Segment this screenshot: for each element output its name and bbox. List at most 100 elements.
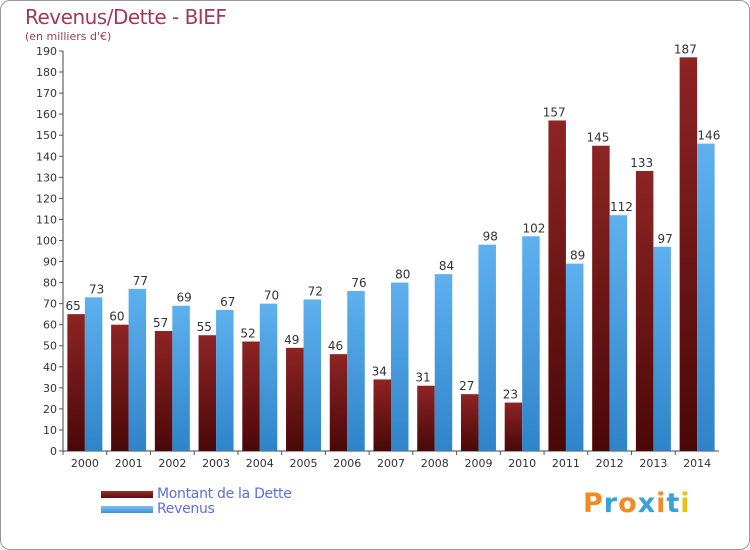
dette-bar	[548, 120, 566, 451]
dette-bar	[111, 324, 129, 451]
dette-bar	[242, 341, 260, 451]
y-tick-label: 30	[43, 382, 57, 395]
revenus-bar	[609, 215, 628, 451]
y-tick-label: 190	[36, 45, 57, 58]
revenus-value-label: 67	[220, 295, 235, 309]
y-tick-label: 180	[36, 66, 57, 79]
revenus-bar	[128, 288, 147, 451]
logo-letter: x	[637, 488, 657, 519]
legend-swatch-revenus	[101, 506, 153, 513]
revenus-value-label: 80	[395, 268, 410, 282]
logo-letter: P	[583, 488, 604, 519]
revenus-bar	[84, 297, 103, 451]
revenus-value-label: 72	[308, 284, 323, 298]
revenus-bar	[216, 309, 234, 451]
x-tick-label: 2007	[377, 457, 405, 470]
legend-label-dette: Montant de la Dette	[157, 486, 292, 502]
dette-value-label: 157	[543, 105, 566, 119]
logo-letter: t	[666, 488, 681, 519]
dette-bar	[286, 347, 304, 451]
revenus-bar	[259, 303, 278, 451]
bars-group	[67, 57, 715, 451]
revenus-bar	[565, 263, 584, 451]
dette-bar	[592, 145, 610, 451]
x-tick-label: 2003	[202, 457, 230, 470]
x-tick-label: 2009	[464, 457, 492, 470]
revenus-value-label: 97	[658, 232, 673, 246]
dette-value-label: 31	[415, 371, 430, 385]
y-tick-label: 170	[36, 87, 57, 100]
dette-bar	[417, 385, 435, 451]
y-tick-label: 130	[36, 171, 57, 184]
y-tick-label: 90	[43, 256, 57, 269]
logo-letter: i	[680, 488, 691, 519]
revenus-value-label: 73	[89, 282, 104, 296]
x-tick-label: 2006	[333, 457, 361, 470]
dette-value-label: 49	[284, 333, 299, 347]
x-tick-label: 2005	[290, 457, 318, 470]
revenus-value-label: 98	[483, 230, 498, 244]
revenus-value-label: 77	[133, 274, 148, 288]
revenus-value-label: 89	[570, 249, 585, 263]
y-tick-label: 20	[43, 403, 57, 416]
x-tick-label: 2001	[115, 457, 143, 470]
dette-value-label: 55	[197, 320, 212, 334]
chart-subtitle: (en milliers d'€)	[25, 30, 112, 43]
y-tick-label: 160	[36, 108, 57, 121]
x-tick-label: 2004	[246, 457, 274, 470]
logo-letter: r	[603, 488, 619, 519]
dette-value-label: 145	[586, 131, 609, 145]
chart-title: Revenus/Dette - BIEF	[25, 5, 227, 29]
dette-bar	[373, 379, 391, 451]
x-tick-label: 2012	[596, 457, 624, 470]
dette-bar	[679, 57, 698, 451]
dette-value-label: 46	[328, 339, 343, 353]
legend-label-revenus: Revenus	[157, 501, 215, 517]
x-tick-label: 2002	[158, 457, 186, 470]
legend-swatch-dette	[101, 491, 153, 498]
y-tick-label: 40	[43, 361, 57, 374]
revenus-value-label: 146	[697, 129, 720, 143]
y-tick-label: 140	[36, 150, 57, 163]
x-tick-label: 2013	[639, 457, 667, 470]
dette-value-label: 133	[630, 156, 653, 170]
dette-bar	[198, 335, 217, 451]
dette-bar	[460, 394, 479, 451]
dette-value-label: 23	[503, 388, 518, 402]
proxiti-logo: Proxiti	[583, 488, 691, 519]
dette-value-label: 52	[240, 327, 255, 341]
revenus-value-label: 69	[176, 291, 191, 305]
y-tick-label: 60	[43, 319, 57, 332]
y-tick-label: 150	[36, 129, 57, 142]
logo-letter: o	[618, 488, 638, 519]
y-tick-label: 120	[36, 192, 57, 205]
revenus-value-label: 84	[439, 259, 454, 273]
y-tick-label: 10	[43, 424, 57, 437]
dette-value-label: 65	[65, 299, 80, 313]
revenus-bar	[303, 299, 322, 451]
data-labels-group: 65 73 60 77 57 69 55 67 52 70 49 72 46 76 34 80 31 84 27 98…	[65, 42, 720, 401]
dette-bar	[154, 331, 173, 451]
revenus-bar	[653, 246, 671, 451]
x-tick-label: 2011	[552, 457, 580, 470]
revenus-value-label: 70	[264, 289, 279, 303]
revenus-bar	[172, 305, 190, 451]
y-tick-label: 70	[43, 298, 57, 311]
revenus-value-label: 102	[522, 221, 545, 235]
dette-value-label: 187	[674, 42, 697, 56]
dette-bar	[504, 402, 523, 451]
revenus-bar	[347, 291, 365, 451]
y-tick-label: 110	[36, 213, 57, 226]
dette-bar	[67, 314, 85, 451]
axes: 0 10 20 30 40 50 60 70 80 90 100 110 120 130 140 150 160…	[36, 45, 719, 470]
x-tick-label: 2010	[508, 457, 536, 470]
y-tick-label: 80	[43, 277, 57, 290]
revenus-value-label: 112	[610, 200, 633, 214]
x-tick-label: 2008	[421, 457, 449, 470]
y-tick-label: 50	[43, 340, 57, 353]
y-tick-label: 0	[50, 445, 57, 458]
dette-value-label: 27	[459, 379, 474, 393]
revenus-bar	[391, 282, 409, 451]
revenus-bar	[522, 236, 540, 451]
